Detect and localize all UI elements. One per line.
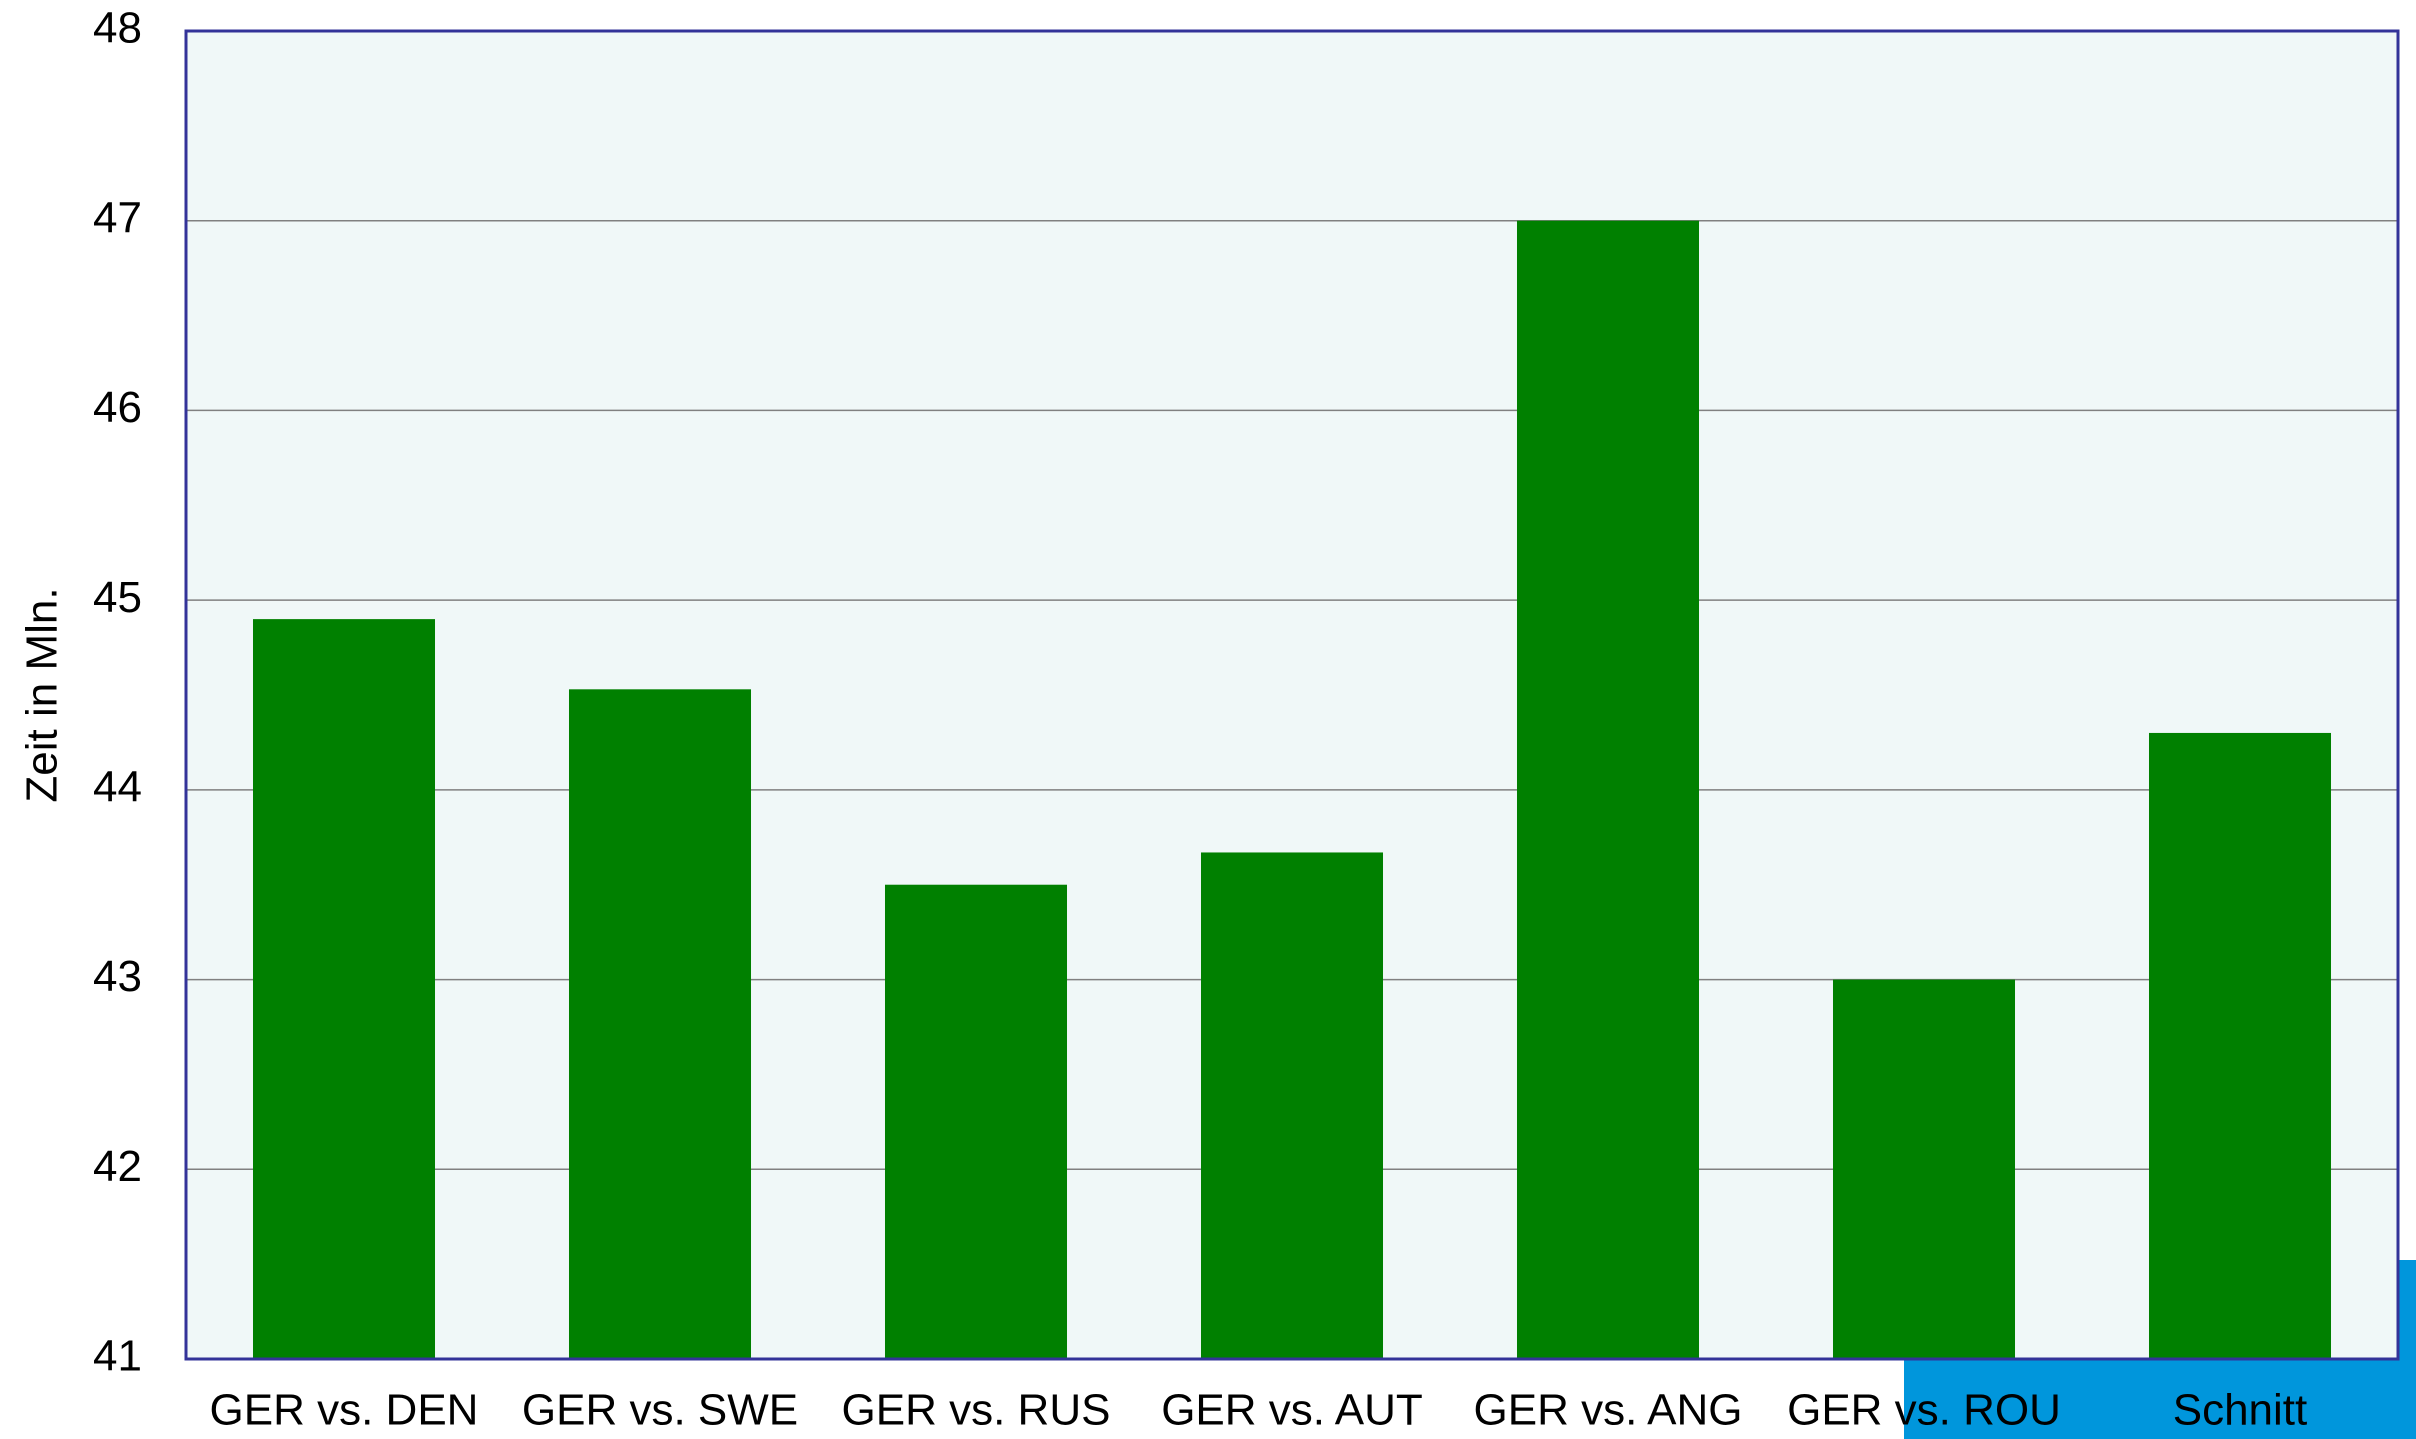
y-tick-label: 46: [93, 383, 142, 432]
x-tick-label: GER vs. ROU: [1787, 1386, 2061, 1435]
bar: [1200, 852, 1384, 1359]
x-tick-label: GER vs. AUT: [1161, 1386, 1423, 1435]
x-tick-label: Schnitt: [2173, 1386, 2308, 1435]
y-tick-label: 42: [93, 1142, 142, 1191]
y-tick-label: 41: [93, 1332, 142, 1381]
bar: [252, 619, 436, 1359]
x-tick-label: GER vs. ANG: [1474, 1386, 1743, 1435]
x-tick-label: GER vs. DEN: [210, 1386, 479, 1435]
bar: [884, 884, 1068, 1359]
bar: [1832, 979, 2016, 1359]
x-tick-label: GER vs. SWE: [522, 1386, 798, 1435]
y-tick-label: 44: [93, 762, 142, 811]
bar: [568, 689, 752, 1359]
x-tick-label: GER vs. RUS: [842, 1386, 1111, 1435]
bar: [2148, 732, 2332, 1359]
y-tick-label: 45: [93, 573, 142, 622]
plot-border: [184, 29, 2400, 1361]
decoration: [2398, 1260, 2416, 1439]
bar: [1516, 220, 1700, 1360]
y-tick-label: 43: [93, 952, 142, 1001]
decoration: [1904, 1359, 2416, 1439]
y-tick-label: 48: [93, 4, 142, 53]
y-axis-label: Zeit in Mln.: [18, 587, 67, 802]
y-tick-label: 47: [93, 193, 142, 242]
